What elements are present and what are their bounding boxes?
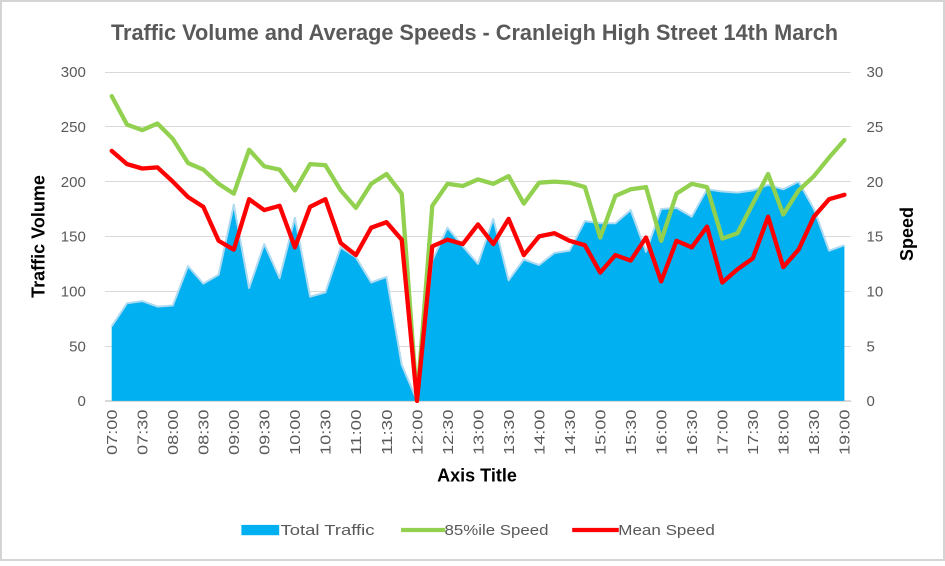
- svg-text:0: 0: [77, 393, 85, 410]
- svg-text:Total Traffic: Total Traffic: [281, 522, 376, 539]
- svg-text:10:00: 10:00: [287, 410, 304, 456]
- svg-text:17:00: 17:00: [715, 410, 732, 456]
- svg-text:15:30: 15:30: [623, 410, 640, 456]
- svg-text:18:00: 18:00: [776, 410, 793, 456]
- svg-text:16:30: 16:30: [684, 410, 701, 456]
- svg-text:09:30: 09:30: [257, 410, 274, 456]
- svg-text:10:30: 10:30: [318, 410, 335, 456]
- svg-text:15:00: 15:00: [593, 410, 610, 456]
- svg-text:10: 10: [867, 284, 884, 301]
- svg-text:85%ile Speed: 85%ile Speed: [445, 522, 549, 539]
- svg-text:Traffic Volume: Traffic Volume: [29, 175, 49, 298]
- svg-text:18:30: 18:30: [806, 410, 823, 456]
- svg-text:5: 5: [867, 338, 875, 355]
- svg-text:11:00: 11:00: [348, 410, 365, 456]
- svg-text:Axis Title: Axis Title: [437, 466, 517, 486]
- svg-text:20: 20: [867, 174, 884, 191]
- svg-text:16:00: 16:00: [654, 410, 671, 456]
- svg-text:50: 50: [69, 338, 86, 355]
- svg-text:200: 200: [61, 174, 86, 191]
- svg-text:30: 30: [867, 64, 884, 81]
- svg-text:100: 100: [61, 284, 86, 301]
- svg-text:09:00: 09:00: [226, 410, 243, 456]
- svg-text:07:00: 07:00: [104, 410, 121, 456]
- svg-text:13:00: 13:00: [470, 410, 487, 456]
- svg-text:Mean Speed: Mean Speed: [618, 522, 715, 539]
- svg-text:17:30: 17:30: [745, 410, 762, 456]
- svg-text:07:30: 07:30: [135, 410, 152, 456]
- svg-text:14:30: 14:30: [562, 410, 579, 456]
- svg-text:0: 0: [867, 393, 875, 410]
- svg-text:19:00: 19:00: [837, 410, 854, 456]
- svg-text:Speed: Speed: [897, 207, 917, 261]
- svg-text:Traffic Volume and Average Spe: Traffic Volume and Average Speeds - Cran…: [111, 20, 838, 45]
- svg-text:15: 15: [867, 229, 884, 246]
- svg-text:12:00: 12:00: [409, 410, 426, 456]
- svg-text:25: 25: [867, 119, 884, 136]
- svg-text:300: 300: [61, 64, 86, 81]
- svg-text:12:30: 12:30: [440, 410, 457, 456]
- svg-text:08:00: 08:00: [165, 410, 182, 456]
- svg-text:08:30: 08:30: [196, 410, 213, 456]
- svg-text:14:00: 14:00: [531, 410, 548, 456]
- svg-text:11:30: 11:30: [379, 410, 396, 456]
- svg-text:13:30: 13:30: [501, 410, 518, 456]
- svg-text:150: 150: [61, 229, 86, 246]
- svg-text:250: 250: [61, 119, 86, 136]
